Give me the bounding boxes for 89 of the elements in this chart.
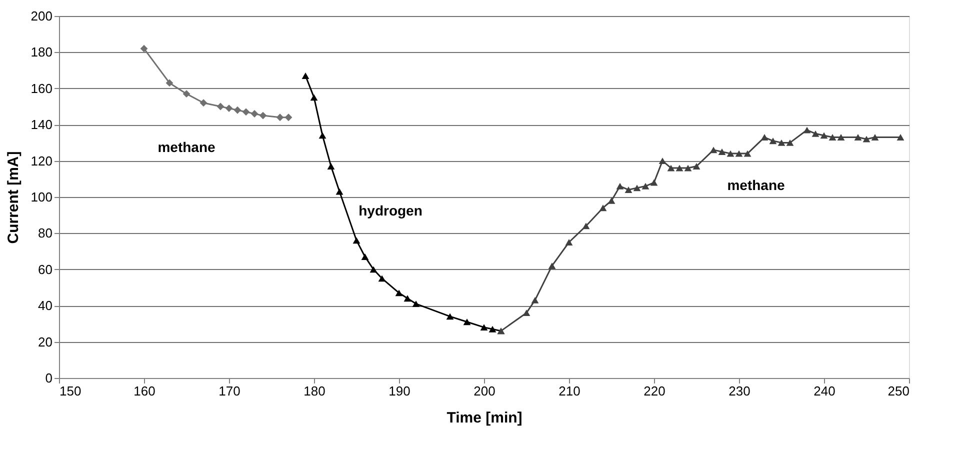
point [310, 94, 318, 101]
point [412, 300, 420, 307]
x-tick-label: 220 [644, 384, 666, 398]
point [608, 197, 616, 204]
point [318, 132, 326, 139]
point [778, 139, 786, 146]
x-tick-label: 250 [888, 384, 910, 398]
point [259, 112, 267, 120]
y-tick-label: 80 [38, 226, 52, 241]
point [327, 163, 335, 170]
point [828, 134, 836, 140]
point [812, 130, 820, 137]
annotation: methane [727, 177, 785, 194]
point [480, 324, 488, 331]
point [684, 164, 692, 172]
point [352, 237, 360, 244]
x-tick-label: 160 [134, 384, 156, 398]
point [182, 90, 190, 98]
y-axis-title: Current [mA] [4, 151, 22, 244]
annotation: hydrogen [358, 202, 422, 218]
point [667, 164, 675, 172]
point [582, 222, 590, 230]
point [531, 296, 539, 304]
x-tick-label: 180 [304, 384, 326, 398]
y-tick-label: 140 [30, 117, 52, 132]
x-tick-label: 150 [60, 384, 82, 398]
point [786, 139, 794, 146]
point [616, 182, 624, 190]
point [692, 163, 700, 170]
y-tick-label: 100 [30, 190, 52, 204]
y-tick-label: 40 [38, 298, 52, 314]
point [446, 313, 454, 320]
y-tick-label: 200 [30, 8, 52, 24]
point [710, 146, 718, 154]
point [769, 138, 777, 144]
point [565, 239, 573, 246]
y-tick-label: 0 [45, 370, 52, 386]
x-tick-label: 200 [474, 384, 496, 398]
point [284, 114, 292, 122]
y-tick-label: 20 [38, 334, 52, 350]
point [548, 262, 556, 269]
point [744, 150, 752, 157]
point [216, 102, 224, 110]
point [871, 134, 879, 140]
y-tick-label: 60 [38, 262, 52, 277]
point [234, 106, 242, 114]
point [854, 134, 862, 140]
point [650, 179, 658, 186]
point [658, 158, 666, 164]
x-tick-label: 230 [728, 384, 750, 398]
point [624, 186, 632, 193]
point [140, 44, 148, 52]
point [370, 266, 378, 273]
annotation: methane [158, 139, 216, 156]
point [361, 254, 369, 260]
y-tick-label: 120 [30, 153, 52, 168]
point [166, 79, 174, 87]
point [404, 295, 412, 302]
point [760, 134, 768, 140]
point [837, 134, 845, 140]
x-axis-title: Time [min] [446, 410, 522, 426]
point [726, 150, 734, 157]
y-tick-label: 160 [30, 80, 52, 96]
point [642, 182, 650, 190]
x-tick-label: 190 [388, 384, 410, 398]
point [862, 136, 870, 142]
point [395, 290, 403, 296]
point [276, 114, 284, 122]
point [718, 148, 726, 155]
point [820, 132, 828, 139]
point [336, 188, 344, 195]
point [463, 318, 471, 326]
point [225, 104, 233, 112]
y-tick-label: 180 [30, 44, 52, 60]
point [302, 72, 310, 79]
point [378, 275, 386, 282]
point [803, 126, 811, 134]
x-tick-label: 170 [218, 384, 240, 398]
point [735, 150, 743, 157]
point [896, 134, 904, 140]
point [522, 310, 530, 316]
x-tick-label: 240 [814, 384, 836, 398]
point [242, 108, 250, 116]
point [599, 204, 607, 212]
point [676, 164, 684, 172]
point [488, 326, 496, 332]
x-tick-label: 210 [558, 384, 580, 398]
point [633, 184, 641, 192]
point [200, 99, 208, 107]
